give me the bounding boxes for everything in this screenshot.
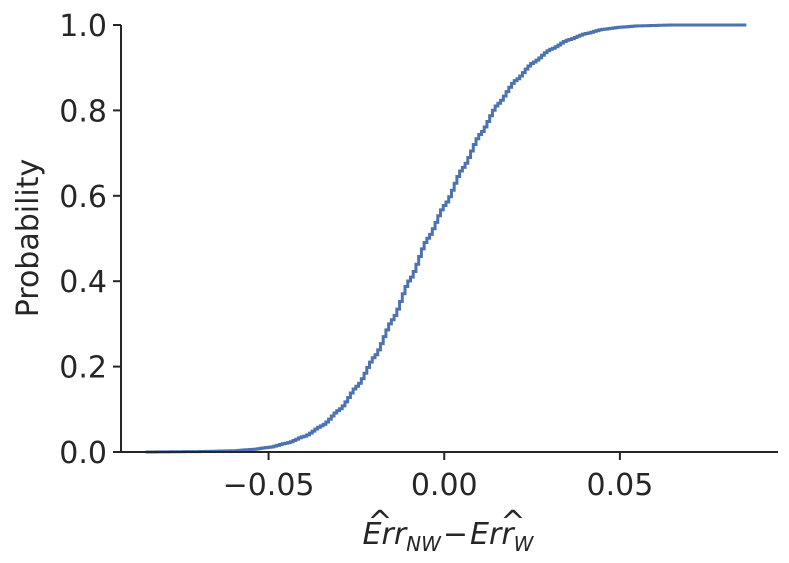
- y-tick-label: 0.0: [59, 436, 107, 471]
- y-tick-label: 0.6: [59, 180, 107, 215]
- axes: [120, 25, 778, 453]
- x-axis-title-hat-2: ^: [500, 505, 525, 540]
- y-tick-label: 0.8: [59, 94, 107, 129]
- y-axis-title: Probability: [11, 159, 46, 318]
- x-tick-label: −0.05: [223, 468, 315, 503]
- y-ticks: 0.0 0.2 0.4 0.6 0.8 1.0: [59, 9, 121, 471]
- y-tick-label: 0.4: [59, 265, 107, 300]
- x-ticks: −0.05 0.00 0.05: [223, 452, 653, 503]
- x-axis-title-base1: Err: [363, 517, 408, 552]
- x-tick-label: 0.00: [411, 468, 478, 503]
- x-axis-title-minus: −: [443, 517, 468, 552]
- x-tick-label: 0.05: [586, 468, 653, 503]
- x-axis-title-base2: Err: [470, 517, 515, 552]
- x-axis-title-sub1: NW: [406, 532, 442, 556]
- x-axis-title: ErrNW−ErrW: [363, 517, 535, 556]
- plot-area: [145, 23, 747, 454]
- y-tick-label: 1.0: [59, 9, 107, 44]
- y-tick-label: 0.2: [59, 351, 107, 386]
- x-axis-title-sub2: W: [514, 532, 535, 556]
- x-axis-title-hat-1: ^: [367, 505, 392, 540]
- ecdf-line: [145, 23, 747, 454]
